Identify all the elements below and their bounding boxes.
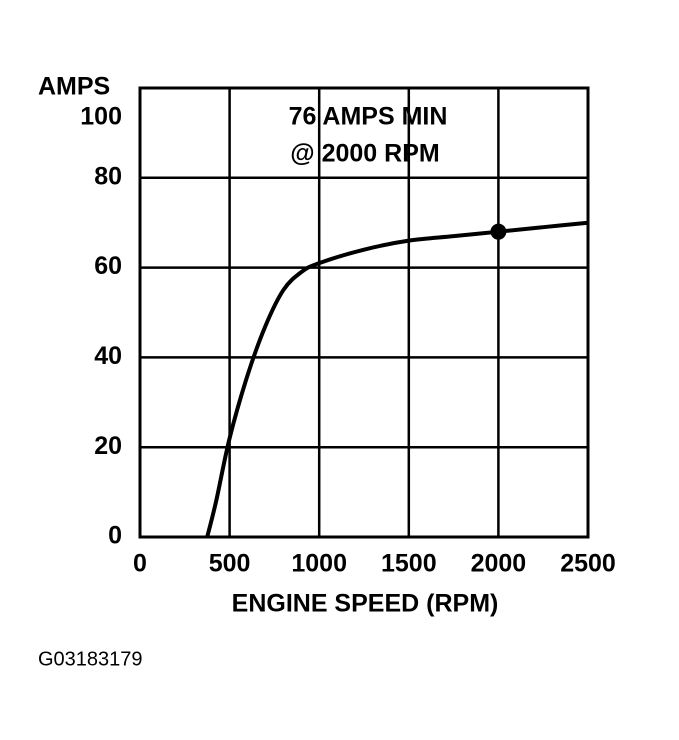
- y-tick-label: 0: [108, 522, 122, 550]
- x-tick-label: 2000: [471, 550, 527, 578]
- x-tick-label: 2500: [560, 550, 616, 578]
- x-tick-label: 1000: [291, 550, 347, 578]
- x-tick-label: 0: [133, 550, 147, 578]
- x-tick-label: 1500: [381, 550, 437, 578]
- y-tick-label: 100: [80, 103, 122, 131]
- y-tick-label: 20: [94, 432, 122, 460]
- plot-frame: [138, 86, 590, 539]
- y-tick-label: 80: [94, 162, 122, 190]
- annotation: 76 AMPS MIN: [289, 103, 448, 131]
- annotation: @ 2000 RPM: [290, 140, 439, 168]
- x-axis-label: ENGINE SPEED (RPM): [232, 590, 499, 618]
- x-tick-label: 500: [209, 550, 251, 578]
- y-tick-label: 60: [94, 252, 122, 280]
- data-line: [205, 220, 589, 538]
- y-axis-label: AMPS: [38, 73, 110, 101]
- y-tick-label: 40: [94, 342, 122, 370]
- figure-id: G03183179: [38, 648, 143, 670]
- marker-point: [490, 223, 507, 240]
